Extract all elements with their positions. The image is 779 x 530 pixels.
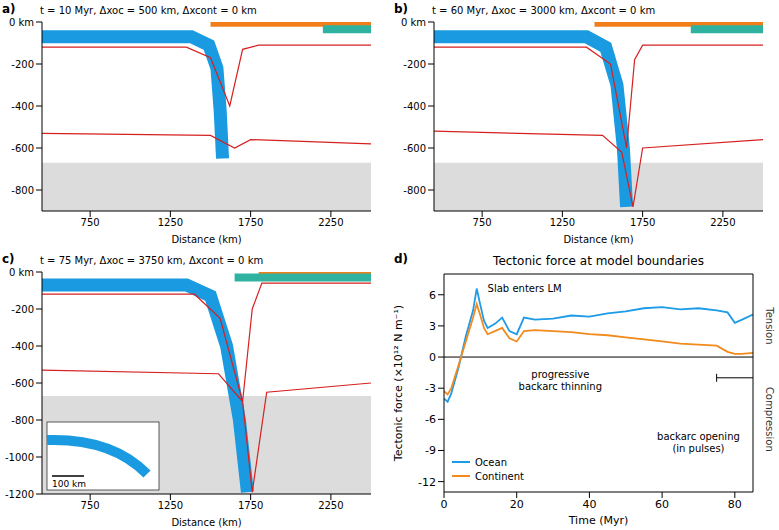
svg-text:100 km: 100 km: [52, 479, 86, 489]
svg-text:1250: 1250: [158, 217, 183, 228]
svg-text:1250: 1250: [158, 500, 183, 511]
svg-text:2250: 2250: [710, 217, 735, 228]
svg-text:-1000: -1000: [5, 452, 34, 463]
svg-text:750: 750: [81, 500, 100, 511]
svg-text:Distance (km): Distance (km): [171, 234, 241, 245]
svg-text:1250: 1250: [550, 217, 575, 228]
svg-text:0 km: 0 km: [9, 267, 34, 278]
svg-text:1750: 1750: [238, 217, 263, 228]
svg-text:40: 40: [582, 498, 596, 511]
svg-text:-1200: -1200: [5, 489, 34, 500]
svg-text:2250: 2250: [318, 500, 343, 511]
svg-text:0 km: 0 km: [9, 17, 34, 28]
svg-text:-800: -800: [11, 415, 34, 426]
svg-text:-3: -3: [425, 382, 436, 395]
html-text:b): b): [394, 2, 409, 16]
svg-text:Compression: Compression: [764, 387, 775, 452]
svg-text:Tectonic force (×10¹² N m⁻¹): Tectonic force (×10¹² N m⁻¹): [392, 305, 405, 462]
svg-text:750: 750: [81, 217, 100, 228]
svg-text:Tension: Tension: [764, 306, 775, 344]
svg-text:-600: -600: [11, 143, 34, 154]
svg-text:1750: 1750: [630, 217, 655, 228]
svg-text:-400: -400: [403, 101, 426, 112]
svg-text:-800: -800: [11, 185, 34, 196]
svg-text:(in pulses): (in pulses): [672, 443, 724, 454]
svg-text:-200: -200: [11, 59, 34, 70]
html-text:t = 60 Myr, Δxoc = 3000 km, Δx: t = 60 Myr, Δxoc = 3000 km, Δxcont = 0 k…: [432, 5, 656, 16]
html-text:d): d): [394, 252, 409, 266]
svg-text:0: 0: [429, 351, 436, 364]
svg-text:80: 80: [728, 498, 742, 511]
svg-text:Distance (km): Distance (km): [563, 234, 633, 245]
svg-text:6: 6: [429, 289, 436, 302]
svg-text:progressive: progressive: [531, 369, 589, 380]
svg-text:-400: -400: [11, 101, 34, 112]
svg-text:3: 3: [429, 320, 436, 333]
svg-text:0: 0: [441, 498, 448, 511]
html-text:Tectonic force at model bounda: Tectonic force at model boundaries: [493, 254, 704, 268]
svg-text:-600: -600: [11, 378, 34, 389]
svg-text:-12: -12: [418, 476, 436, 489]
svg-text:20: 20: [510, 498, 524, 511]
html-text:t = 75 Myr, Δxoc = 3750 km, Δx: t = 75 Myr, Δxoc = 3750 km, Δxcont = 0 k…: [40, 255, 264, 266]
svg-text:Time (Myr): Time (Myr): [568, 514, 629, 527]
html-text:c): c): [2, 252, 15, 266]
svg-text:-400: -400: [11, 341, 34, 352]
svg-text:60: 60: [655, 498, 669, 511]
svg-text:-200: -200: [403, 59, 426, 70]
html-text:a): a): [2, 2, 16, 16]
svg-text:Distance (km): Distance (km): [171, 517, 241, 528]
svg-text:-6: -6: [425, 413, 436, 426]
svg-text:750: 750: [473, 217, 492, 228]
svg-text:Continent: Continent: [475, 471, 524, 482]
svg-text:backarc thinning: backarc thinning: [519, 381, 602, 392]
svg-text:0 km: 0 km: [401, 17, 426, 28]
svg-text:-9: -9: [425, 444, 436, 457]
svg-text:1750: 1750: [238, 500, 263, 511]
svg-text:-600: -600: [403, 143, 426, 154]
html-text:t = 10 Myr, Δxoc = 500 km, Δxc: t = 10 Myr, Δxoc = 500 km, Δxcont = 0 km: [40, 5, 257, 16]
svg-text:backarc opening: backarc opening: [657, 431, 740, 442]
svg-text:Slab enters LM: Slab enters LM: [488, 283, 562, 294]
svg-text:-200: -200: [11, 304, 34, 315]
svg-text:2250: 2250: [318, 217, 343, 228]
svg-text:-800: -800: [403, 185, 426, 196]
svg-text:Ocean: Ocean: [475, 457, 507, 468]
